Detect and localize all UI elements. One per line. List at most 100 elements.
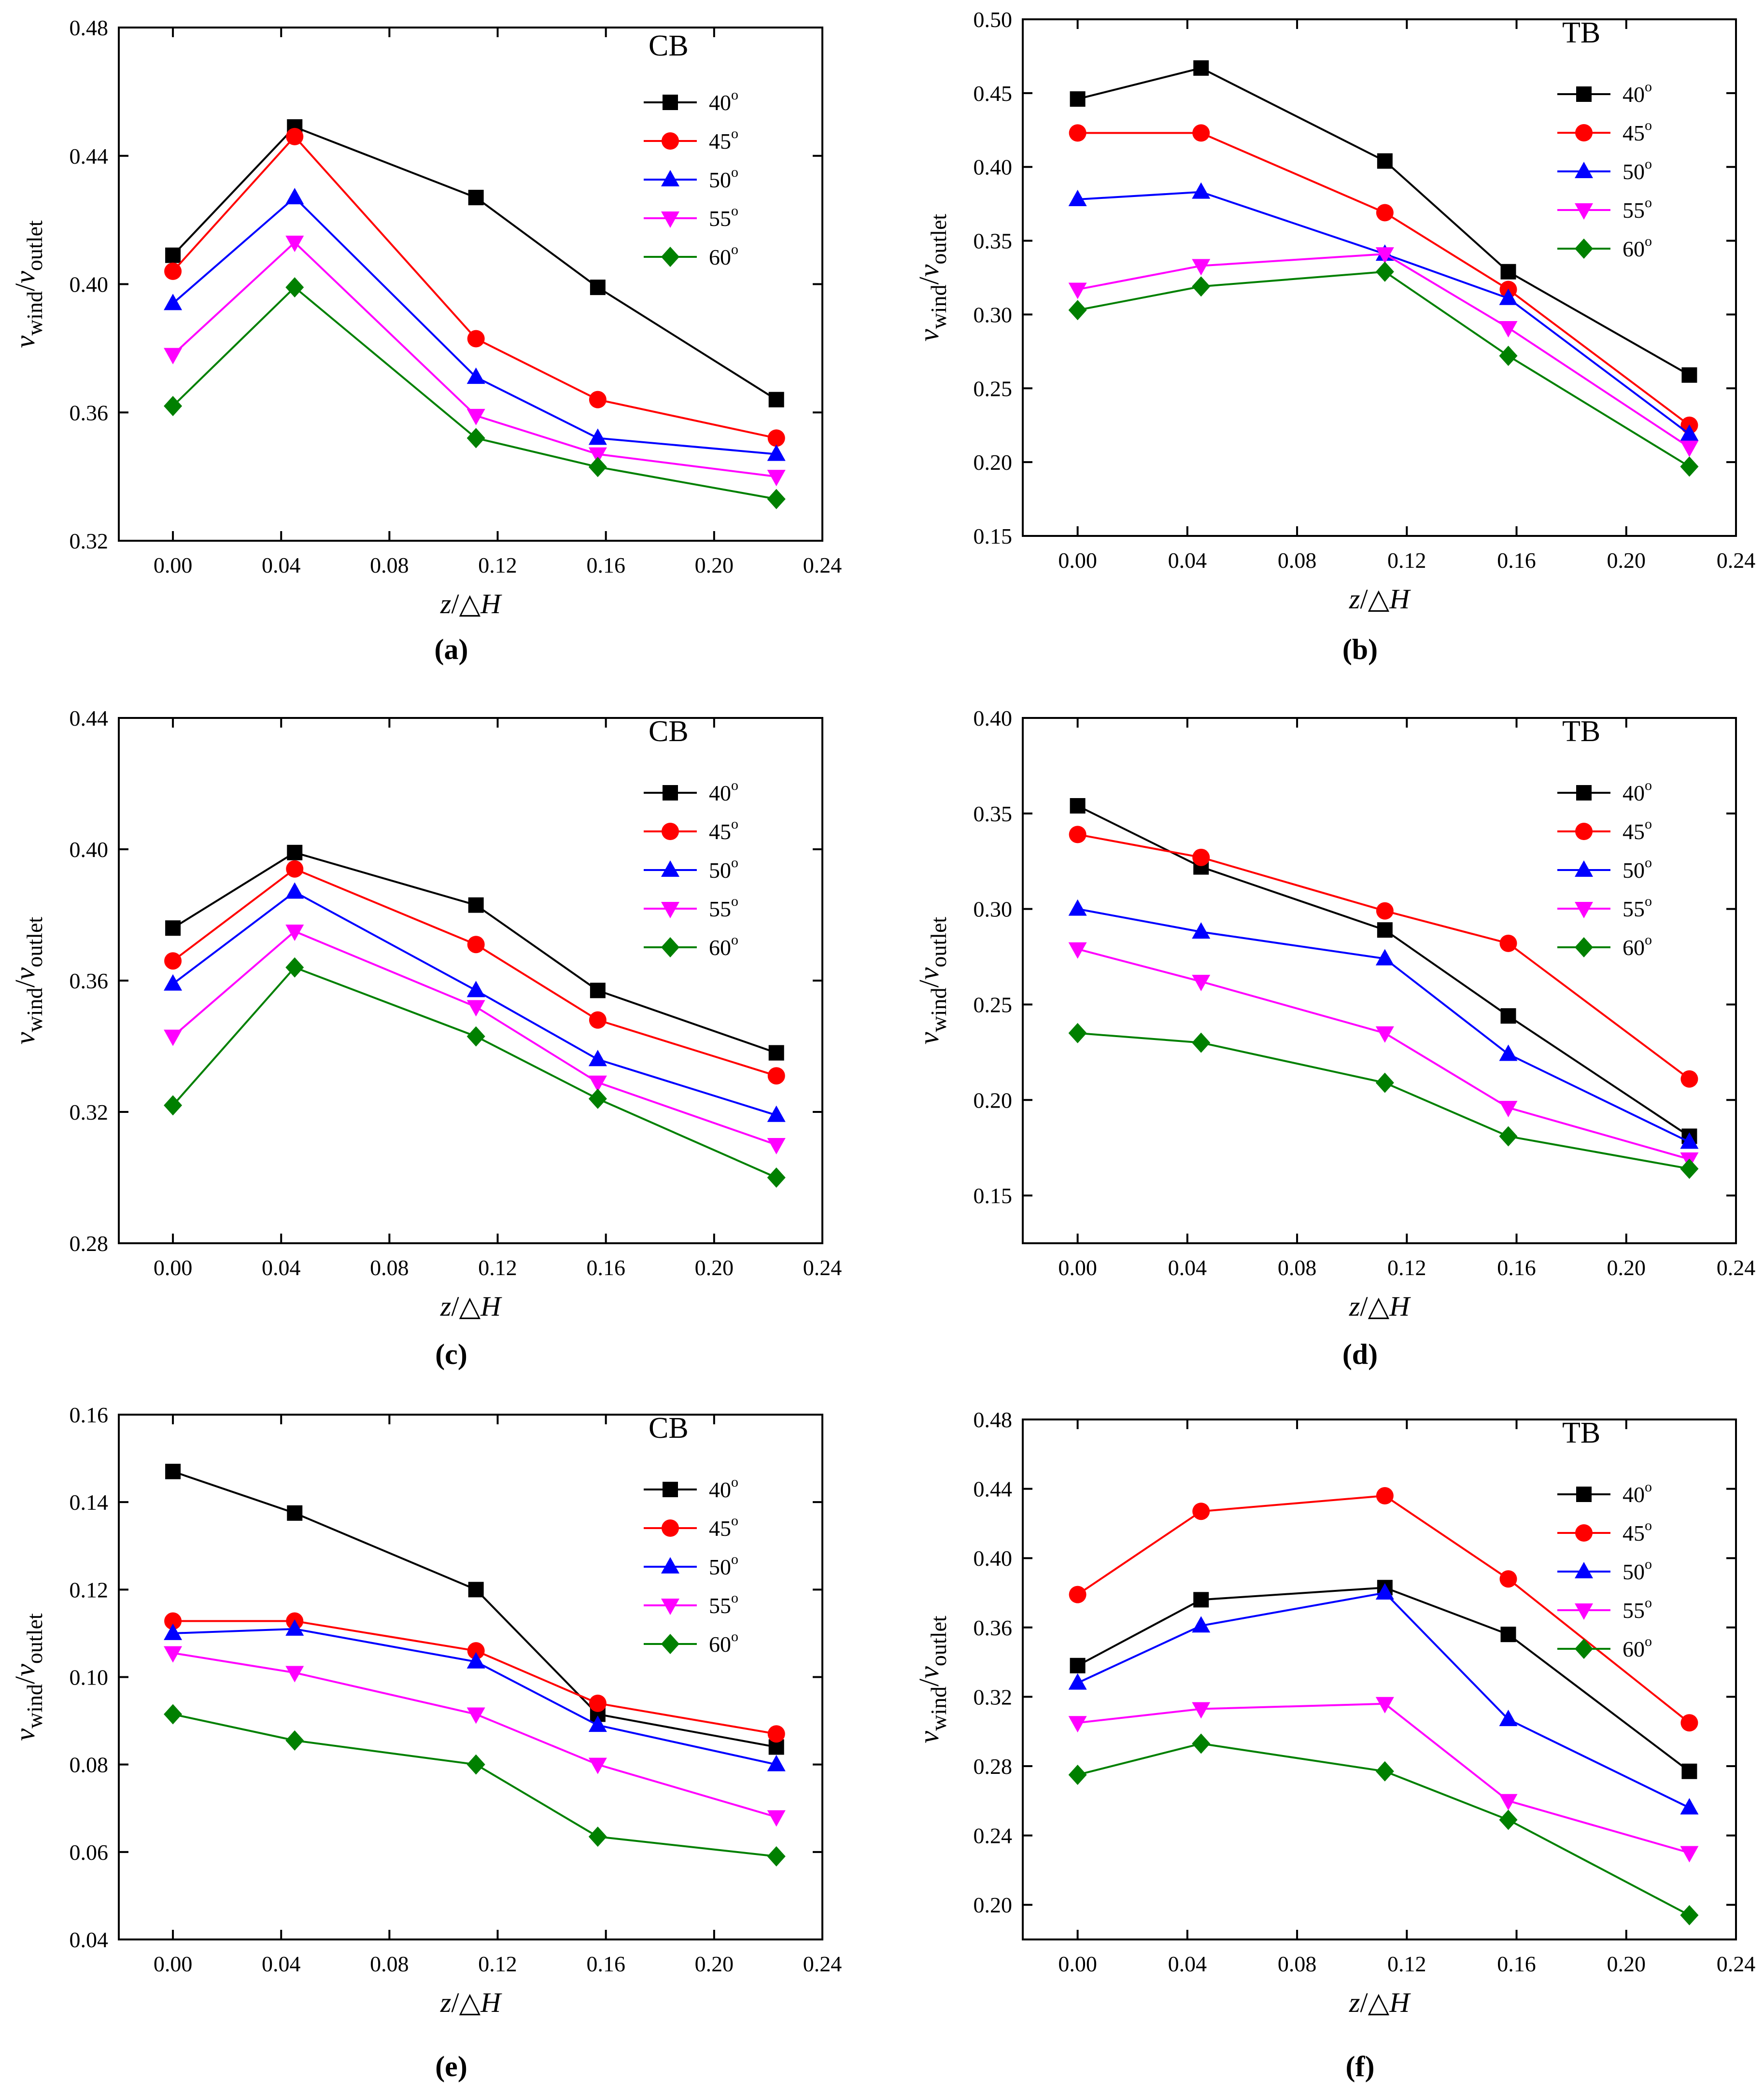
data-point-50 xyxy=(767,1105,786,1122)
x-tick-label: 0.16 xyxy=(586,553,625,577)
data-point-60 xyxy=(1192,276,1211,297)
series-55 xyxy=(1068,942,1699,1169)
inset-title: CB xyxy=(649,715,689,748)
data-point-40 xyxy=(1377,922,1393,938)
x-axis-var: z xyxy=(1349,1291,1360,1322)
y-axis-title: vwind/voutlet xyxy=(913,214,951,342)
y-axis-sep: / xyxy=(913,276,945,284)
series-60 xyxy=(1068,1023,1699,1179)
data-point-60 xyxy=(285,957,304,978)
legend-degree: o xyxy=(1645,195,1652,211)
legend-degree: o xyxy=(731,1629,738,1644)
series-line-55 xyxy=(172,1652,777,1818)
data-point-45 xyxy=(1376,1487,1394,1504)
legend-marker-40 xyxy=(1576,1487,1592,1502)
legend-value: 40 xyxy=(1623,781,1645,805)
y-axis-v2: v xyxy=(9,271,41,283)
chart-panel-a: 0.00 0.04 0.08 0.12 0.16 0.20 0.24 0.32 0.36 0.40… xyxy=(9,15,842,665)
data-point-45 xyxy=(589,1011,607,1029)
y-tick-label: 0.08 xyxy=(70,1753,109,1777)
y-tick-label: 0.44 xyxy=(70,144,109,169)
data-point-50 xyxy=(466,1652,485,1669)
panel-label: (e) xyxy=(435,2051,467,2082)
legend-label-50: 50o xyxy=(709,1551,738,1579)
x-tick-label: 0.04 xyxy=(1168,548,1207,573)
legend-value: 40 xyxy=(709,1477,731,1502)
legend-degree: o xyxy=(731,87,738,103)
x-axis-var: z xyxy=(1349,1987,1360,2018)
series-line-40 xyxy=(1077,67,1690,376)
y-axis-v1: v xyxy=(9,336,41,348)
data-point-60 xyxy=(767,489,786,509)
legend-degree: o xyxy=(731,203,738,219)
series-45 xyxy=(164,860,785,1085)
y-axis-sub1: wind xyxy=(22,291,47,336)
y-axis-sep: / xyxy=(9,979,41,987)
series-60 xyxy=(164,1704,786,1867)
x-tick-label: 0.20 xyxy=(695,1952,734,1976)
y-tick-label: 0.10 xyxy=(70,1665,109,1690)
legend-marker-50 xyxy=(1575,860,1593,877)
panel-label: (d) xyxy=(1342,1338,1378,1370)
chart-panel-e: 0.00 0.04 0.08 0.12 0.16 0.20 0.24 0.04 0.06 0.08… xyxy=(9,1403,842,2082)
x-axis-delta: △ xyxy=(459,1291,481,1322)
legend-label-50: 50o xyxy=(709,164,738,192)
y-axis-sep: / xyxy=(9,1676,41,1684)
data-point-40 xyxy=(287,844,303,860)
legend-degree: o xyxy=(1645,932,1652,948)
data-point-40 xyxy=(1070,798,1086,814)
x-tick-label: 0.00 xyxy=(1058,1255,1097,1280)
y-tick-label: 0.36 xyxy=(974,1615,1013,1640)
data-point-55 xyxy=(1499,321,1518,337)
plot-frame xyxy=(1022,1419,1737,1940)
x-tick-label: 0.04 xyxy=(1168,1255,1207,1280)
series-50 xyxy=(164,188,786,461)
y-tick-label: 0.04 xyxy=(70,1927,109,1952)
data-point-40 xyxy=(287,1505,303,1521)
legend-value: 50 xyxy=(709,168,731,192)
data-point-50 xyxy=(466,981,485,997)
data-point-60 xyxy=(588,457,607,478)
y-axis-sub2: outlet xyxy=(926,214,951,265)
inset-title: TB xyxy=(1562,16,1600,49)
y-axis-v1: v xyxy=(913,329,945,341)
data-point-45 xyxy=(1680,1714,1698,1732)
y-tick-label: 0.32 xyxy=(974,1685,1013,1709)
data-point-60 xyxy=(1192,1032,1211,1053)
x-axis-title: z/△H xyxy=(1349,1291,1411,1322)
y-tick-label: 0.20 xyxy=(974,1893,1013,1917)
legend-label-40: 40o xyxy=(1623,79,1652,107)
legend-value: 45 xyxy=(1623,121,1645,145)
x-tick-label: 0.20 xyxy=(1607,1255,1646,1280)
legend-label-50: 50o xyxy=(709,855,738,883)
x-axis-h: H xyxy=(480,1291,502,1322)
legend-label-40: 40o xyxy=(709,87,738,115)
legend-degree: o xyxy=(1645,855,1652,871)
chart-panel-c: 0.00 0.04 0.08 0.12 0.16 0.20 0.24 0.28 0.32 0.36… xyxy=(9,706,842,1370)
legend-marker-60 xyxy=(1575,239,1593,259)
legend-marker-55 xyxy=(1575,203,1593,220)
legend-degree: o xyxy=(1645,1556,1652,1572)
data-point-60 xyxy=(466,1754,485,1775)
y-tick-label: 0.25 xyxy=(974,992,1013,1017)
data-point-55 xyxy=(1680,440,1699,457)
data-point-50 xyxy=(1192,922,1211,939)
data-point-50 xyxy=(1499,1710,1518,1727)
legend-value: 60 xyxy=(709,1632,731,1657)
data-point-60 xyxy=(1499,1126,1518,1147)
legend-label-60: 60o xyxy=(1623,932,1652,960)
x-axis-delta: △ xyxy=(459,1987,481,2018)
x-axis-sep: / xyxy=(1360,583,1368,615)
x-axis-delta: △ xyxy=(1368,583,1390,615)
data-point-55 xyxy=(1068,1716,1087,1733)
data-point-60 xyxy=(767,1167,786,1188)
inset-title: CB xyxy=(649,1412,689,1445)
data-point-50 xyxy=(164,294,183,310)
x-axis-sep: / xyxy=(451,588,459,619)
legend-marker-50 xyxy=(1575,1562,1593,1578)
y-tick-label: 0.15 xyxy=(974,1183,1013,1208)
legend-degree: o xyxy=(1645,156,1652,172)
x-tick-label: 0.00 xyxy=(1058,548,1097,573)
legend-value: 45 xyxy=(1623,819,1645,844)
x-axis-sep: / xyxy=(451,1987,459,2018)
